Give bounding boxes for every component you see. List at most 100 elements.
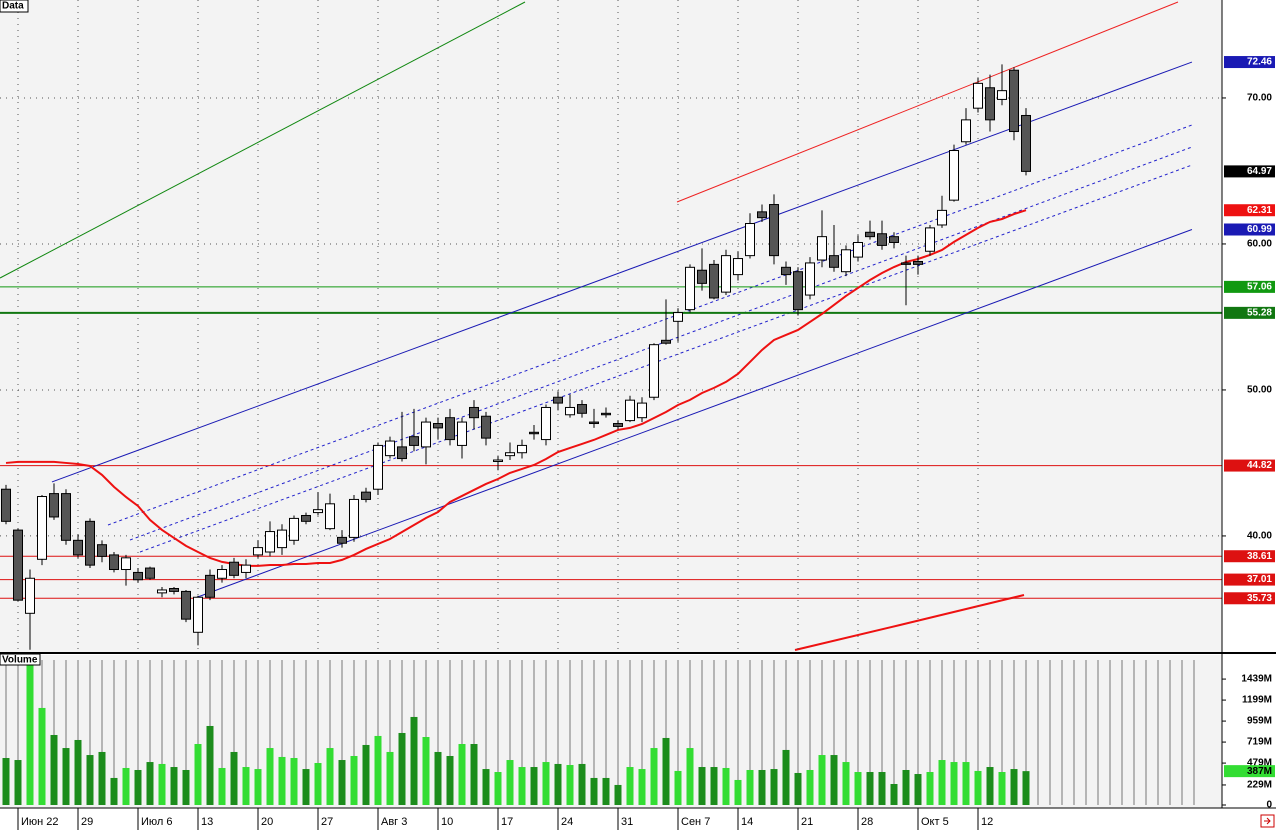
volume-bar [254,769,262,805]
volume-bar [446,755,454,805]
x-tick-label: 17 [501,816,513,828]
price-label: 57.06 [1247,282,1272,293]
volume-bar [170,767,178,805]
price-plot [0,0,1222,652]
volume-bar [638,769,646,805]
long-ma-line [794,594,1025,651]
candle-body [301,514,311,522]
volume-bar [794,772,802,805]
volume-bar [494,772,502,805]
volume-bar [2,758,10,805]
volume-bar [506,760,514,805]
candle-body [985,87,995,121]
panel-title: Data [2,1,24,12]
volume-bar [122,767,130,805]
candle-body [421,421,431,448]
candle-body [385,440,395,457]
volume-bar [1010,769,1018,805]
volume-bar [134,769,142,805]
price-label: 55.28 [1247,308,1272,319]
y-tick-label: 60.00 [1247,239,1272,250]
volume-bar [434,751,442,805]
candle-body [241,564,251,573]
x-tick-label: 13 [201,816,213,828]
volume-bar [482,769,490,805]
volume-bar [362,744,370,805]
volume-bar [686,748,694,805]
volume-bar [86,755,94,805]
price-label-box [1224,459,1275,472]
volume-bar [374,735,382,805]
candle-body [73,539,83,556]
candle-body [157,589,167,594]
candle-body [613,423,623,427]
volume-bar [626,767,634,805]
candle-body [169,587,179,592]
candle-body [685,266,695,311]
candle-body [121,557,131,571]
volume-bar [566,765,574,805]
panel-title-box [0,653,41,666]
volume-bar [842,762,850,805]
volume-bar [542,762,550,805]
candle-body [277,529,287,549]
candle-body [841,249,851,273]
volume-bar [602,777,610,805]
candle-body [913,260,923,265]
y-tick-label: 719M [1247,737,1272,748]
candle-body [961,119,971,143]
candle-body [133,571,143,581]
candle-body [13,529,23,601]
volume-bar [326,748,334,805]
x-tick-label: 14 [741,816,753,828]
candle-body [973,82,983,109]
candle-body [697,269,707,284]
volume-bar [182,769,190,805]
y-tick-label: 1199M [1242,695,1272,706]
candle-body [877,233,887,246]
candle-body [829,255,839,268]
candle-body [193,596,203,633]
candle-body [409,436,419,446]
volume-bar [98,751,106,805]
volume-bar [782,749,790,805]
candle-body [901,262,911,265]
price-label-box [1224,204,1275,217]
volume-bar [50,734,58,805]
candle-body [601,412,611,416]
y-tick-label: 959M [1247,716,1272,727]
candle-body [433,423,443,429]
y-tick-label: 70.00 [1247,93,1272,104]
price-label: 72.46 [1247,57,1272,68]
candle-body [949,150,959,201]
candle-body [145,567,155,579]
channel-line [51,61,1193,483]
y-tick-label: 229M [1247,780,1272,791]
volume-bar [386,751,394,805]
volume-bar [338,760,346,805]
volume-bar [26,660,34,805]
candle-body [289,517,299,541]
volume-bar [38,707,46,805]
volume-bar [854,772,862,805]
candle-body [481,415,491,439]
candle-body [337,536,347,544]
x-tick-label: 21 [801,816,813,828]
candle-body [769,204,779,257]
channel-line [194,229,1193,599]
candle-body [373,444,383,490]
volume-bar [938,760,946,805]
x-tick-label: 10 [441,816,453,828]
volume-bar [818,755,826,805]
candle-body [49,493,59,518]
volume-bar [518,767,526,805]
volume-bar [746,769,754,805]
volume-bar [878,772,886,805]
panel-title-box [0,0,29,13]
moving-average [5,209,1027,567]
volume-bar [554,763,562,805]
candle-body [637,402,647,419]
candle-body [493,459,503,462]
